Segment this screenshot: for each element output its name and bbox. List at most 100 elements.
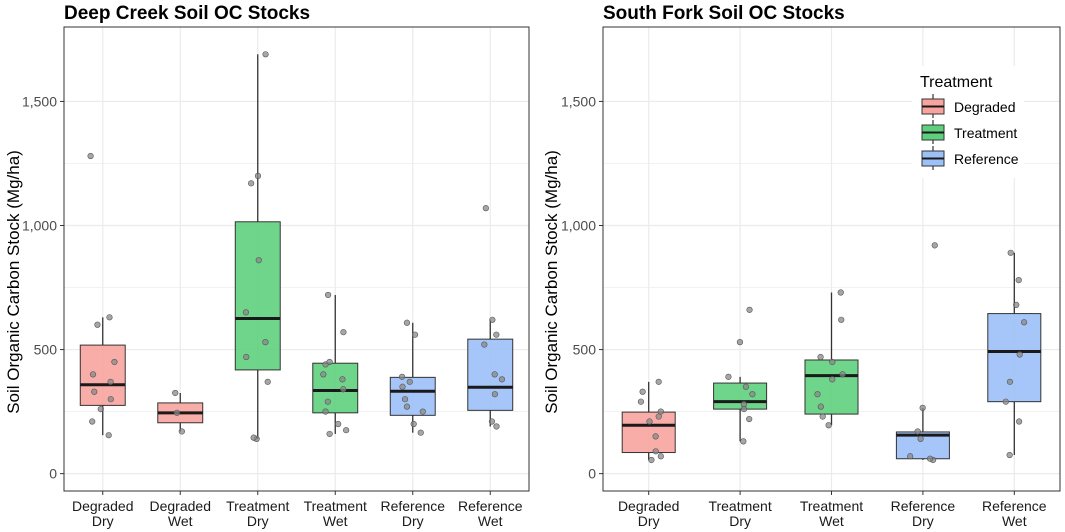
legend-label: Treatment bbox=[954, 125, 1017, 141]
box-degraded-dry bbox=[621, 378, 676, 464]
data-point bbox=[746, 306, 753, 313]
data-point bbox=[931, 242, 938, 249]
data-point bbox=[410, 420, 417, 428]
data-point bbox=[646, 418, 653, 425]
x-tick-label-line2: Wet bbox=[323, 513, 348, 529]
legend-label: Reference bbox=[954, 151, 1019, 167]
data-point bbox=[250, 434, 257, 441]
data-point bbox=[254, 172, 262, 179]
y-tick-label: 1,500 bbox=[22, 93, 57, 109]
data-point bbox=[178, 428, 185, 435]
data-point bbox=[89, 371, 97, 378]
data-point bbox=[107, 396, 114, 403]
data-point bbox=[481, 341, 488, 348]
data-point bbox=[740, 401, 748, 408]
box-treatment-wet bbox=[804, 289, 859, 429]
x-tick-label-line2: Dry bbox=[92, 513, 114, 529]
data-point bbox=[89, 418, 96, 425]
legend: Treatment Degraded Treatment Reference bbox=[912, 66, 1024, 178]
data-point bbox=[401, 396, 409, 403]
data-point bbox=[725, 373, 732, 380]
data-point bbox=[105, 432, 112, 439]
south-fork-x-axis: DegradedDryTreatmentDryTreatmentWetRefer… bbox=[618, 491, 1047, 529]
data-point bbox=[652, 448, 659, 455]
data-point bbox=[343, 427, 350, 434]
y-tick-label: 500 bbox=[34, 342, 58, 358]
x-tick-label-line1: Reference bbox=[891, 498, 956, 514]
x-tick-label-line2: Dry bbox=[402, 513, 424, 529]
data-point bbox=[749, 391, 756, 398]
box-reference-wet bbox=[987, 249, 1042, 459]
data-point bbox=[829, 358, 836, 366]
data-point bbox=[655, 378, 662, 385]
data-point bbox=[498, 376, 506, 383]
deep-creek-x-axis: DegradedDryDegradedWetTreatmentDryTreatm… bbox=[72, 491, 523, 529]
x-tick-label-line2: Dry bbox=[729, 513, 751, 529]
data-point bbox=[1013, 301, 1020, 309]
data-point bbox=[488, 418, 496, 425]
data-point bbox=[1020, 319, 1028, 326]
data-point bbox=[819, 413, 826, 420]
box-treatment-wet bbox=[312, 291, 359, 438]
data-point bbox=[403, 319, 411, 326]
data-point bbox=[491, 391, 498, 398]
data-point bbox=[324, 291, 332, 299]
data-point bbox=[419, 408, 426, 415]
x-tick-label-line2: Wet bbox=[168, 513, 193, 529]
iqr-box bbox=[987, 313, 1042, 403]
data-point bbox=[243, 353, 250, 361]
x-tick-label-line1: Reference bbox=[380, 498, 445, 514]
data-point bbox=[919, 404, 926, 411]
data-point bbox=[657, 453, 664, 460]
data-point bbox=[403, 403, 411, 410]
x-tick-label-line2: Wet bbox=[1002, 513, 1027, 529]
data-point bbox=[482, 205, 489, 212]
box-treatment-dry bbox=[234, 51, 281, 442]
x-tick-label-line2: Dry bbox=[638, 513, 660, 529]
data-point bbox=[1002, 398, 1009, 405]
data-point bbox=[657, 408, 664, 415]
data-point bbox=[1016, 351, 1023, 358]
data-point bbox=[1006, 451, 1013, 459]
data-point bbox=[817, 403, 824, 410]
box-reference-dry bbox=[389, 319, 436, 436]
data-point bbox=[399, 383, 406, 390]
y-tick-label: 0 bbox=[588, 466, 596, 482]
x-tick-label-line1: Degraded bbox=[150, 498, 212, 514]
data-point bbox=[411, 331, 419, 338]
box-degraded-dry bbox=[79, 152, 126, 439]
legend-title: Treatment bbox=[920, 74, 993, 91]
y-tick-label: 1,000 bbox=[22, 218, 57, 234]
data-point bbox=[652, 433, 659, 440]
data-point bbox=[1016, 418, 1023, 425]
deep-creek-y-axis: 0 500 1,000 1,500 bbox=[22, 93, 64, 482]
x-tick-label-line1: Treatment bbox=[304, 498, 367, 514]
data-point bbox=[172, 389, 179, 397]
data-point bbox=[837, 289, 844, 296]
data-point bbox=[326, 430, 333, 438]
x-tick-label-line2: Wet bbox=[478, 513, 503, 529]
data-point bbox=[825, 422, 832, 429]
iqr-box bbox=[234, 221, 281, 371]
box-reference-dry bbox=[895, 242, 950, 464]
data-point bbox=[91, 388, 98, 395]
data-point bbox=[927, 455, 934, 462]
data-point bbox=[326, 358, 333, 366]
south-fork-panel-border bbox=[602, 26, 1061, 492]
deep-creek-panel: Deep Creek Soil OC Stocks Soil Organic C… bbox=[4, 3, 530, 529]
data-point bbox=[322, 408, 329, 415]
iqr-box bbox=[389, 376, 436, 416]
x-tick-label-line1: Degraded bbox=[618, 498, 680, 514]
south-fork-boxes bbox=[621, 242, 1042, 464]
data-point bbox=[839, 371, 846, 378]
data-point bbox=[817, 353, 824, 361]
data-point bbox=[639, 388, 646, 395]
data-point bbox=[339, 376, 346, 383]
x-tick-label-line1: Treatment bbox=[708, 498, 771, 514]
data-point bbox=[746, 415, 753, 423]
data-point bbox=[335, 420, 342, 428]
y-tick-label: 1,000 bbox=[561, 218, 596, 234]
box-reference-wet bbox=[467, 205, 514, 430]
x-tick-label-line2: Dry bbox=[912, 513, 934, 529]
data-point bbox=[242, 309, 250, 316]
